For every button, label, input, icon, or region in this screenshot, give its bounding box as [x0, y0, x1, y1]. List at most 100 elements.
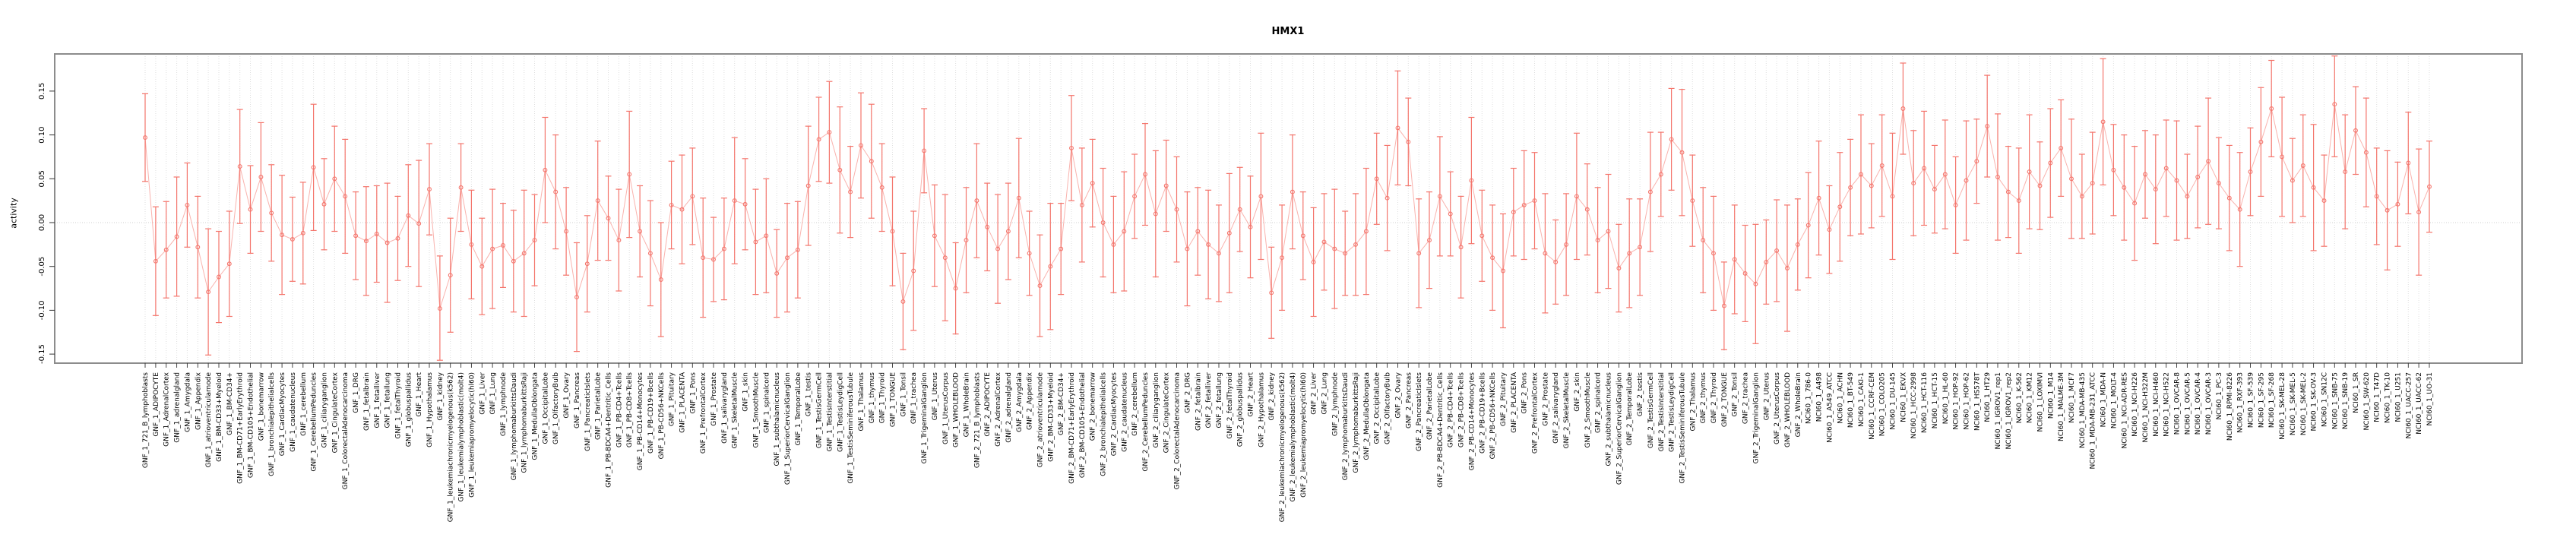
- data-point: [1153, 211, 1158, 217]
- data-point: [1774, 248, 1780, 253]
- x-tick-label: GNF_1_Thalamus: [858, 372, 866, 432]
- x-tick-label: NCI60_1_OVCAR-3: [2205, 372, 2213, 435]
- x-tick-label: GNF_2_PancreaticIslets: [1416, 372, 1423, 451]
- x-tick-label: GNF_1_leukemiapromyelocytic(hl60): [468, 372, 476, 498]
- x-tick-label: GNF_1_Thyroid: [879, 372, 887, 423]
- data-point: [195, 245, 201, 250]
- data-point: [2385, 207, 2390, 213]
- x-tick-label: GNF_1_kidney: [437, 372, 445, 420]
- data-point: [2269, 106, 2274, 111]
- x-tick-label: GNF_2_TestisGermCell: [1647, 372, 1655, 448]
- data-point: [742, 201, 748, 207]
- x-tick-label: GNF_2_CardiacMyocytes: [1110, 372, 1118, 457]
- data-point: [269, 210, 274, 216]
- x-tick-label: NCI60_1_MOLT-4: [2110, 372, 2118, 428]
- x-tick-label: GNF_2_fetalThyroid: [1226, 372, 1234, 439]
- data-point: [1163, 183, 1169, 188]
- data-point: [1100, 220, 1106, 225]
- x-tick-label: GNF_1_Pons: [689, 372, 697, 414]
- data-point: [321, 201, 327, 207]
- data-point: [1406, 139, 1411, 144]
- data-point: [595, 198, 600, 204]
- x-tick-label: GNF_2_trachea: [1742, 372, 1750, 424]
- data-point: [711, 257, 716, 262]
- data-point: [374, 232, 379, 236]
- x-tick-label: NCI60_1_HCT-116: [1921, 372, 1929, 433]
- x-tick-label: GNF_1_skin: [742, 372, 750, 412]
- data-point: [1343, 251, 1348, 256]
- data-point: [311, 165, 316, 170]
- data-point: [1195, 229, 1201, 234]
- data-point: [1922, 166, 1927, 171]
- data-point: [890, 229, 895, 234]
- x-tick-label: GNF_2_DRG: [1184, 372, 1191, 413]
- data-point: [1848, 185, 1853, 190]
- data-point: [1711, 251, 1716, 256]
- x-tick-label: GNF_2_PB-CD56+NKCells: [1489, 372, 1497, 460]
- data-point: [501, 243, 505, 248]
- data-point: [1753, 281, 1758, 286]
- data-point: [458, 185, 464, 190]
- x-tick-label: GNF_1_bronchialepithelialcells: [268, 372, 276, 476]
- data-point: [1690, 198, 1695, 204]
- data-point: [2153, 187, 2158, 192]
- data-point: [226, 261, 232, 267]
- data-point: [1269, 290, 1274, 296]
- data-point: [2111, 167, 2116, 172]
- data-point: [2206, 159, 2211, 164]
- series-line: [144, 104, 2430, 309]
- data-point: [985, 224, 990, 229]
- data-point: [2406, 160, 2411, 166]
- x-tick-label: NCI60_1_IGROV1_rep2: [2005, 372, 2013, 450]
- x-tick-label: GNF_2_MedullaOblongata: [1363, 372, 1371, 460]
- x-tick-label: GNF_1_TestisInterstitial: [826, 372, 834, 451]
- x-tick-label: NCI60_1_SK-MEL-28: [2279, 372, 2286, 440]
- data-point: [1501, 268, 1505, 274]
- data-point: [2237, 207, 2242, 212]
- x-tick-label: GNF_2_kidney: [1268, 372, 1276, 420]
- data-point: [174, 234, 179, 239]
- x-tick-label: GNF_2_TrigeminalGanglion: [1752, 372, 1760, 463]
- data-point: [1595, 238, 1600, 243]
- x-tick-label: GNF_1_Prostate: [710, 372, 718, 426]
- x-tick-label: GNF_1_PB-CD4+Tcells: [616, 372, 623, 447]
- data-point: [2290, 178, 2295, 183]
- data-point: [1427, 238, 1432, 243]
- x-tick-label: GNF_1_SuperiorCervicalGanglion: [784, 372, 792, 485]
- x-tick-label: GNF_2_SkeletalMuscle: [1563, 372, 1571, 449]
- data-point: [764, 233, 769, 239]
- data-point: [1701, 238, 1706, 243]
- x-tick-label: NCI60_1_HL-60: [1942, 372, 1950, 424]
- data-point: [217, 274, 221, 280]
- x-tick-label: NCI60_1_IGROV1_rep1: [1995, 372, 2002, 450]
- data-point: [521, 251, 527, 256]
- x-tick-label: GNF_2_adrenalgland: [1005, 372, 1013, 443]
- x-tick-label: GNF_1_SmoothMuscle: [752, 372, 760, 448]
- data-point: [1616, 266, 1622, 270]
- data-point: [701, 255, 706, 261]
- data-point: [1300, 233, 1305, 239]
- data-point: [1027, 251, 1032, 256]
- x-tick-label: NCI60_1_EKVX: [1900, 372, 1907, 422]
- x-tick-label: GNF_1_lymphnode: [500, 372, 508, 437]
- x-tick-label: GNF_2_fetallung: [1216, 372, 1223, 428]
- data-point: [922, 148, 927, 153]
- x-tick-label: GNF_1_TestisSeminiferousTubule: [847, 372, 855, 484]
- x-tick-label: GNF_1_adrenalgland: [174, 372, 182, 443]
- data-point: [1974, 159, 1979, 164]
- data-point: [859, 143, 863, 148]
- x-tick-label: GNF_2_Liver: [1311, 372, 1318, 415]
- data-point: [2016, 198, 2021, 204]
- x-tick-label: GNF_2_PLACENTA: [1511, 372, 1518, 433]
- x-tick-label: GNF_2_globuspallidus: [1237, 372, 1245, 447]
- data-point: [1532, 198, 1537, 204]
- data-point: [2122, 185, 2127, 190]
- x-tick-label: GNF_1_WholeBrain: [964, 372, 971, 437]
- x-tick-label: NCI60_1_A549_ATCC: [1826, 372, 1834, 443]
- data-point: [1237, 207, 1242, 212]
- x-tick-label: NCI60_1_NCI-ADR-RES: [2121, 372, 2128, 449]
- x-tick-label: NCI60_1_SK-MEL-5: [2290, 372, 2297, 435]
- x-tick-label: GNF_1_PLACENTA: [679, 372, 687, 433]
- x-tick-label: GNF_1_BM-CD34+: [226, 372, 234, 435]
- x-tick-label: GNF_2_BM-CD33+Myeloid: [1047, 372, 1055, 462]
